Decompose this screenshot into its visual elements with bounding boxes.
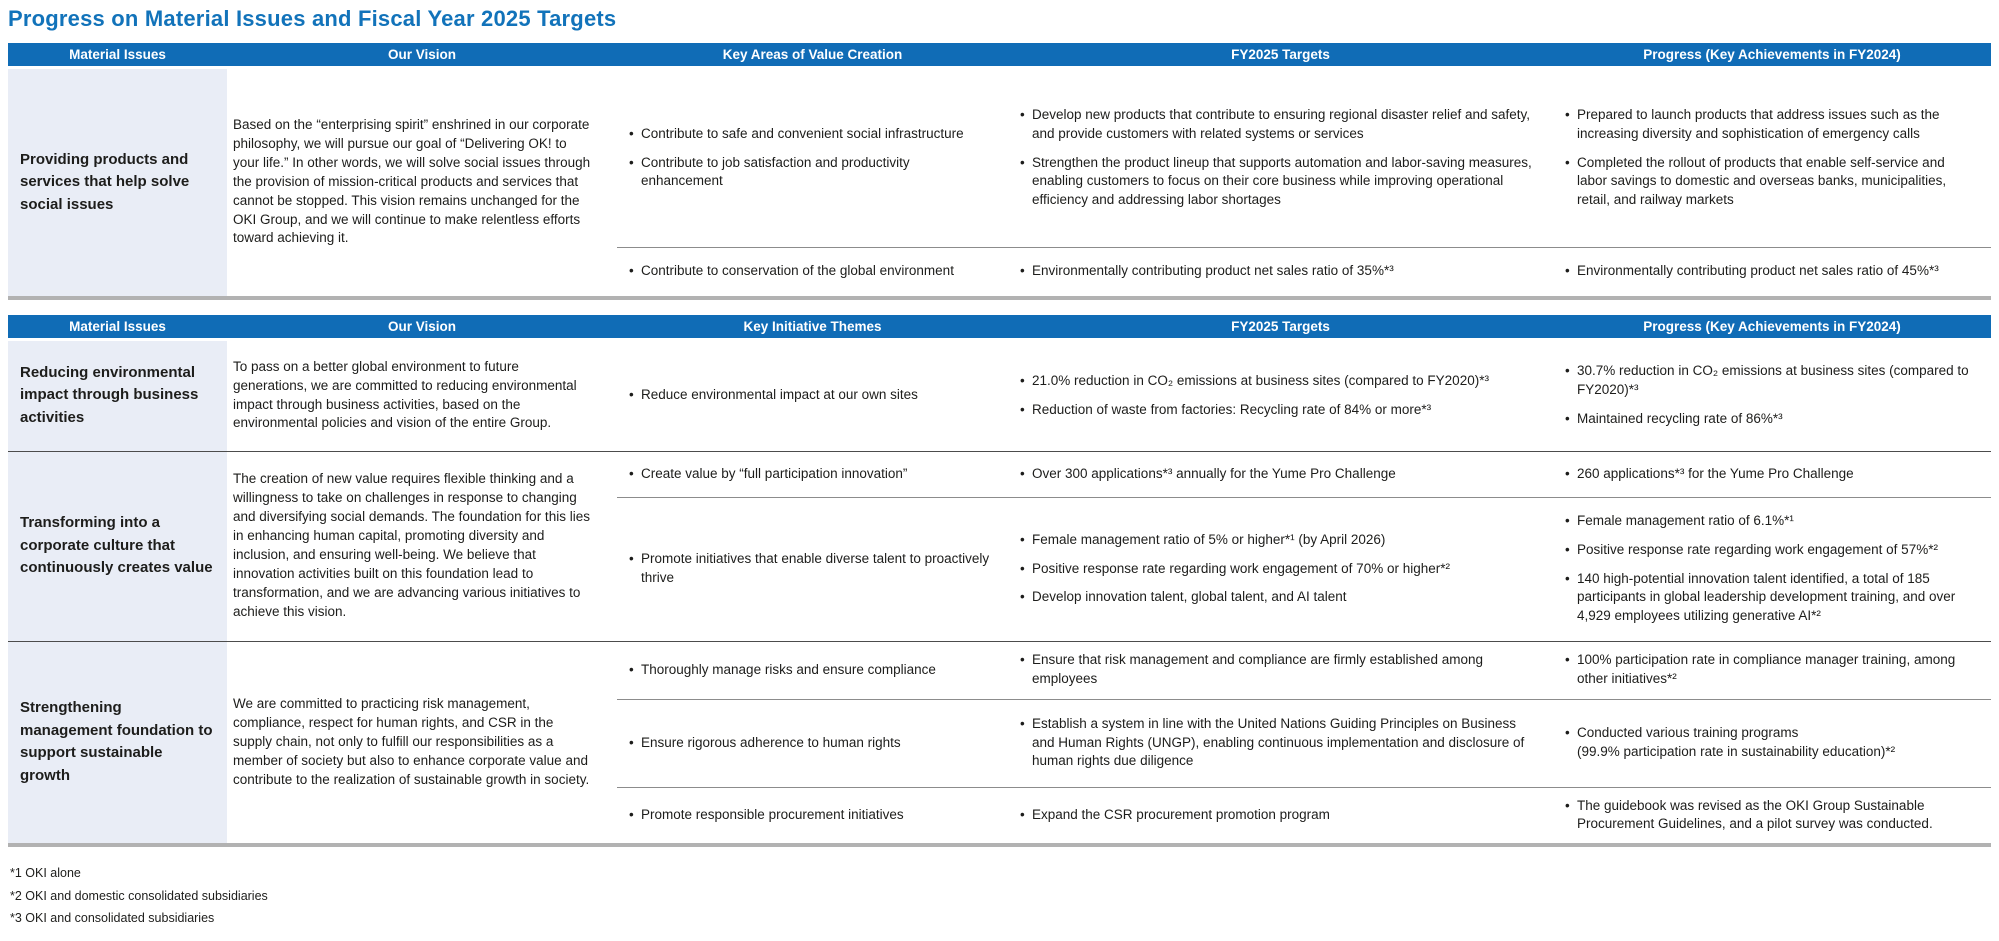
target-bullet: Ensure that risk management and complian… bbox=[1020, 651, 1539, 689]
target-bullet: Establish a system in line with the Unit… bbox=[1020, 715, 1539, 772]
footnote: *2 OKI and domestic consolidated subsidi… bbox=[10, 888, 268, 903]
progress-bullet: 140 high-potential innovation talent ide… bbox=[1565, 570, 1977, 627]
progress-bullet: The guidebook was revised as the OKI Gro… bbox=[1565, 797, 1977, 835]
target-bullet: 21.0% reduction in CO₂ emissions at busi… bbox=[1020, 372, 1539, 391]
progress-bullet: Prepared to launch products that address… bbox=[1565, 106, 1977, 144]
column-header-fy2025-targets: FY2025 Targets bbox=[1008, 43, 1553, 69]
key-area-bullet: Contribute to safe and convenient social… bbox=[629, 125, 994, 144]
target-bullet: Reduction of waste from factories: Recyc… bbox=[1020, 401, 1539, 420]
target-bullet: Develop new products that contribute to … bbox=[1020, 106, 1539, 144]
themes-cell: Thoroughly manage risks and ensure compl… bbox=[617, 640, 1008, 699]
progress-cell: Female management ratio of 6.1%*¹ Positi… bbox=[1553, 496, 1991, 641]
table-row: Ensure rigorous adherence to human right… bbox=[8, 698, 1991, 787]
themes-cell: Create value by “full participation inno… bbox=[617, 450, 1008, 497]
column-header-key-areas: Key Areas of Value Creation bbox=[617, 43, 1008, 69]
target-bullet: Female management ratio of 5% or higher*… bbox=[1020, 531, 1539, 550]
progress-bullet: 30.7% reduction in CO₂ emissions at busi… bbox=[1565, 362, 1977, 400]
theme-bullet: Promote initiatives that enable diverse … bbox=[629, 550, 994, 588]
material-issue-cell: Strengthening management foundation to s… bbox=[8, 640, 227, 846]
column-header-material-issues: Material Issues bbox=[8, 314, 227, 341]
theme-bullet: Ensure rigorous adherence to human right… bbox=[629, 734, 994, 753]
table-row: Strengthening management foundation to s… bbox=[8, 640, 1991, 846]
table-initiative-themes: Material Issues Our Vision Key Initiativ… bbox=[8, 314, 1991, 848]
table-value-creation: Material Issues Our Vision Key Areas of … bbox=[8, 43, 1991, 300]
target-bullet: Over 300 applications*³ annually for the… bbox=[1020, 465, 1539, 484]
material-issue-cell: Transforming into a corporate culture th… bbox=[8, 450, 227, 641]
column-header-fy2025-targets: FY2025 Targets bbox=[1008, 314, 1553, 341]
target-bullet: Positive response rate regarding work en… bbox=[1020, 560, 1539, 579]
progress-bullet: Conducted various training programs (99.… bbox=[1565, 724, 1977, 762]
table-row: Promote responsible procurement initiati… bbox=[8, 786, 1991, 846]
targets-cell: Over 300 applications*³ annually for the… bbox=[1008, 450, 1553, 497]
targets-cell: Female management ratio of 5% or higher*… bbox=[1008, 496, 1553, 641]
vision-cell: To pass on a better global environment t… bbox=[233, 358, 577, 431]
theme-bullet: Thoroughly manage risks and ensure compl… bbox=[629, 661, 994, 680]
target-bullet: Environmentally contributing product net… bbox=[1020, 262, 1539, 281]
targets-cell: Establish a system in line with the Unit… bbox=[1008, 698, 1553, 787]
material-issue-cell: Providing products and services that hel… bbox=[8, 67, 227, 298]
key-areas-cell: Contribute to conservation of the global… bbox=[617, 247, 1008, 298]
progress-bullet: Completed the rollout of products that e… bbox=[1565, 154, 1977, 211]
progress-cell: 260 applications*³ for the Yume Pro Chal… bbox=[1553, 450, 1991, 497]
progress-cell: 100% participation rate in compliance ma… bbox=[1553, 640, 1991, 699]
theme-bullet: Reduce environmental impact at our own s… bbox=[629, 386, 994, 405]
targets-cell: Expand the CSR procurement promotion pro… bbox=[1008, 786, 1553, 846]
material-issue-cell: Reducing environmental impact through bu… bbox=[8, 339, 227, 451]
column-header-our-vision: Our Vision bbox=[227, 43, 617, 69]
vision-cell: We are committed to practicing risk mana… bbox=[227, 640, 617, 846]
targets-cell: Develop new products that contribute to … bbox=[1008, 68, 1553, 248]
footnotes: *1 OKI alone *2 OKI and domestic consoli… bbox=[8, 862, 1991, 930]
table-row: Providing products and services that hel… bbox=[8, 67, 1991, 298]
progress-bullet: 100% participation rate in compliance ma… bbox=[1565, 651, 1977, 689]
vision-cell: Based on the “enterprising spirit” enshr… bbox=[233, 117, 591, 246]
themes-cell: Promote initiatives that enable diverse … bbox=[617, 496, 1008, 641]
themes-cell: Reduce environmental impact at our own s… bbox=[617, 339, 1008, 451]
table-row: Promote initiatives that enable diverse … bbox=[8, 496, 1991, 641]
progress-cell: 30.7% reduction in CO₂ emissions at busi… bbox=[1553, 339, 1991, 451]
page-title: Progress on Material Issues and Fiscal Y… bbox=[8, 6, 617, 31]
progress-cell: The guidebook was revised as the OKI Gro… bbox=[1553, 786, 1991, 846]
footnote: *1 OKI alone bbox=[10, 866, 81, 881]
targets-cell: Ensure that risk management and complian… bbox=[1008, 640, 1553, 699]
progress-cell: Environmentally contributing product net… bbox=[1553, 247, 1991, 298]
key-areas-cell: Contribute to safe and convenient social… bbox=[617, 68, 1008, 248]
progress-bullet: 260 applications*³ for the Yume Pro Chal… bbox=[1565, 465, 1977, 484]
footnote: *3 OKI and consolidated subsidiaries bbox=[10, 911, 215, 926]
table-row: Reducing environmental impact through bu… bbox=[8, 339, 1991, 451]
themes-cell: Ensure rigorous adherence to human right… bbox=[617, 698, 1008, 787]
table1-header-row: Material Issues Our Vision Key Areas of … bbox=[8, 43, 1991, 69]
column-header-material-issues: Material Issues bbox=[8, 43, 227, 69]
vision-cell: The creation of new value requires flexi… bbox=[227, 450, 617, 641]
progress-cell: Prepared to launch products that address… bbox=[1553, 68, 1991, 248]
progress-bullet: Positive response rate regarding work en… bbox=[1565, 541, 1977, 560]
progress-bullet: Female management ratio of 6.1%*¹ bbox=[1565, 512, 1977, 531]
target-bullet: Strengthen the product lineup that suppo… bbox=[1020, 154, 1539, 211]
themes-cell: Promote responsible procurement initiati… bbox=[617, 786, 1008, 846]
column-header-key-initiative-themes: Key Initiative Themes bbox=[617, 314, 1008, 341]
progress-cell: Conducted various training programs (99.… bbox=[1553, 698, 1991, 787]
target-bullet: Develop innovation talent, global talent… bbox=[1020, 588, 1539, 607]
column-header-progress: Progress (Key Achievements in FY2024) bbox=[1553, 43, 1991, 69]
target-bullet: Expand the CSR procurement promotion pro… bbox=[1020, 806, 1539, 825]
table2-header-row: Material Issues Our Vision Key Initiativ… bbox=[8, 314, 1991, 341]
key-area-bullet: Contribute to job satisfaction and produ… bbox=[629, 154, 994, 192]
targets-cell: 21.0% reduction in CO₂ emissions at busi… bbox=[1008, 339, 1553, 451]
table-row: Contribute to conservation of the global… bbox=[8, 247, 1991, 298]
key-area-bullet: Contribute to conservation of the global… bbox=[629, 262, 994, 281]
theme-bullet: Promote responsible procurement initiati… bbox=[629, 806, 994, 825]
column-header-progress: Progress (Key Achievements in FY2024) bbox=[1553, 314, 1991, 341]
theme-bullet: Create value by “full participation inno… bbox=[629, 465, 994, 484]
column-header-our-vision: Our Vision bbox=[227, 314, 617, 341]
progress-bullet: Maintained recycling rate of 86%*³ bbox=[1565, 410, 1977, 429]
targets-cell: Environmentally contributing product net… bbox=[1008, 247, 1553, 298]
table-row: Transforming into a corporate culture th… bbox=[8, 450, 1991, 641]
progress-bullet: Environmentally contributing product net… bbox=[1565, 262, 1977, 281]
